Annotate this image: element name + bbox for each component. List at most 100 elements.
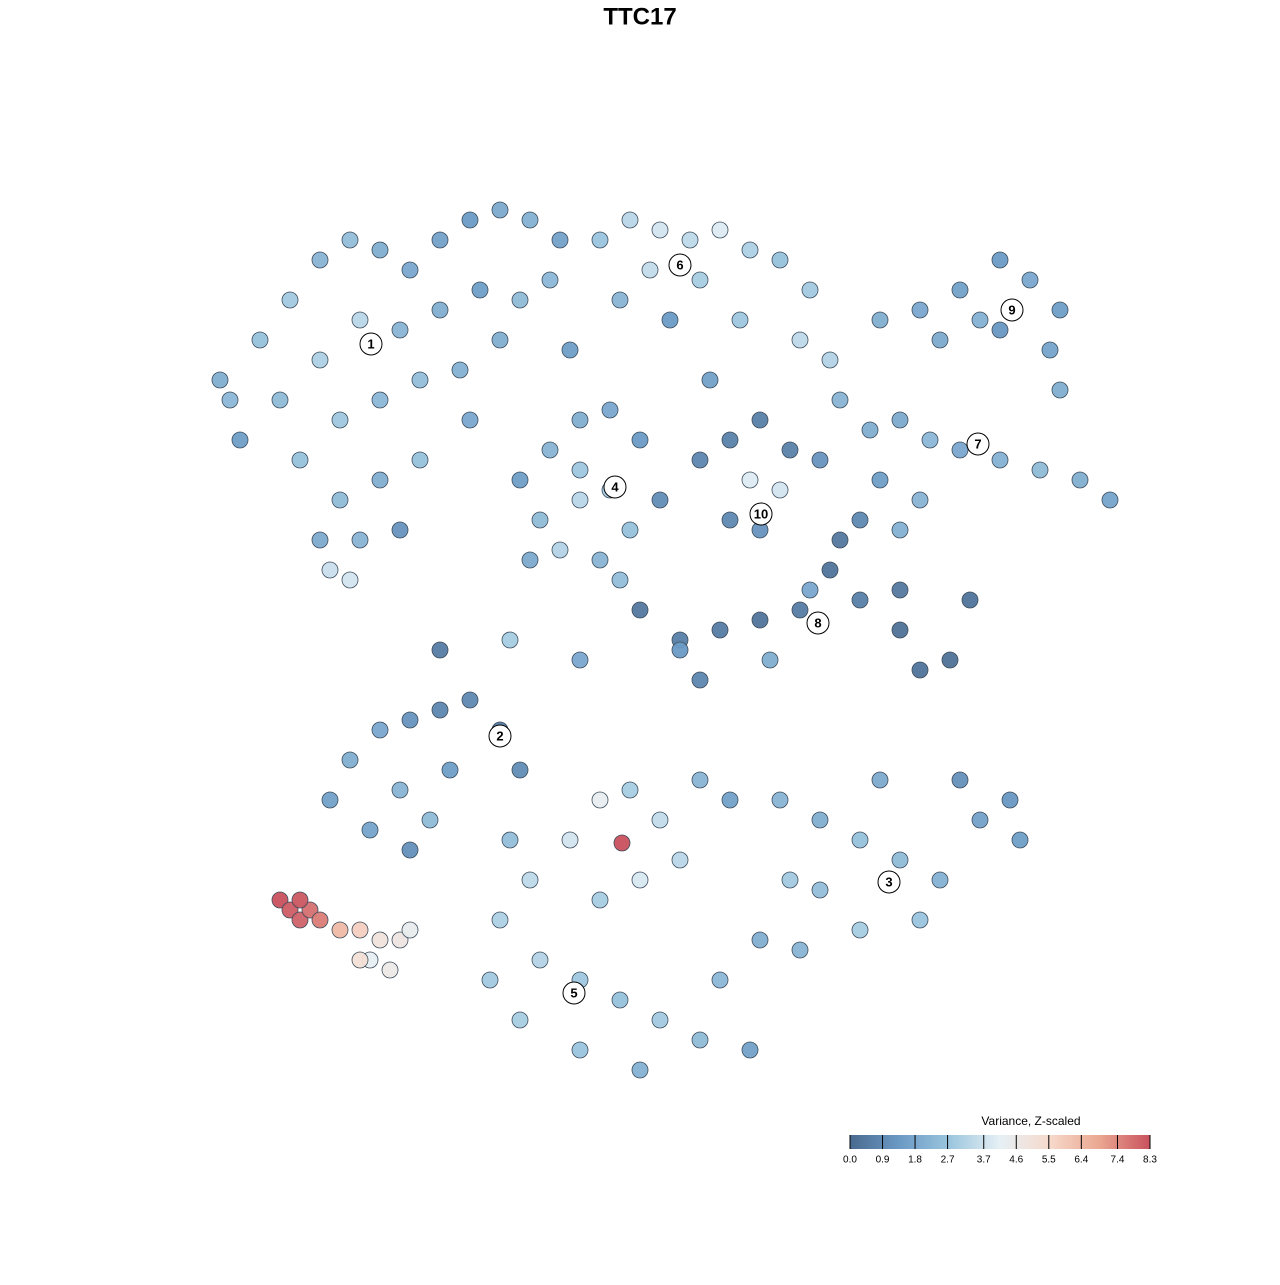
point (951, 281, 969, 299)
point (791, 601, 809, 619)
point (591, 231, 609, 249)
point (731, 311, 749, 329)
point (311, 251, 329, 269)
colorbar-tick-label: 0.9 (876, 1155, 890, 1166)
colorbar: Variance, Z-scaled 0.0 0.9 1.8 2.7 3.7 4.6 5.5… (843, 1114, 1157, 1165)
point (621, 521, 639, 539)
point (711, 971, 729, 989)
point (621, 781, 639, 799)
point (631, 601, 649, 619)
colorbar-tick-label: 3.7 (977, 1155, 991, 1166)
point (351, 951, 369, 969)
point (331, 491, 349, 509)
point (401, 711, 419, 729)
point (521, 211, 539, 229)
cluster-label: 2 (496, 728, 503, 743)
point (461, 211, 479, 229)
point (1051, 301, 1069, 319)
point (871, 471, 889, 489)
point (421, 811, 439, 829)
point (251, 331, 269, 349)
point (691, 771, 709, 789)
point (911, 301, 929, 319)
point (401, 261, 419, 279)
cluster-label: 7 (974, 436, 981, 451)
point (561, 831, 579, 849)
point (431, 301, 449, 319)
point (491, 331, 509, 349)
point (431, 701, 449, 719)
point (571, 491, 589, 509)
cluster-label: 1 (367, 336, 374, 351)
point (351, 531, 369, 549)
cluster-label-badge (1000, 298, 1024, 322)
point (561, 341, 579, 359)
point (1051, 381, 1069, 399)
cluster-labels: 1 2 3 4 5 6 7 8 9 10 (359, 253, 1024, 1005)
point (651, 1011, 669, 1029)
point (711, 221, 729, 239)
point (371, 391, 389, 409)
cluster-label: 6 (676, 257, 683, 272)
colorbar-tick-label: 1.8 (908, 1155, 922, 1166)
point (491, 201, 509, 219)
point (551, 231, 569, 249)
point (801, 581, 819, 599)
point (411, 371, 429, 389)
point (321, 561, 339, 579)
point (411, 451, 429, 469)
point (871, 771, 889, 789)
point (431, 231, 449, 249)
point (741, 241, 759, 259)
point (621, 211, 639, 229)
point (501, 631, 519, 649)
cluster-label-badge (966, 432, 990, 456)
cluster-label: 8 (814, 615, 821, 630)
point (391, 321, 409, 339)
point (921, 431, 939, 449)
point (761, 651, 779, 669)
cluster-label-badge (562, 981, 586, 1005)
point (991, 251, 1009, 269)
point (281, 291, 299, 309)
point (751, 411, 769, 429)
point (1041, 341, 1059, 359)
point (851, 511, 869, 529)
point (891, 581, 909, 599)
point (951, 771, 969, 789)
point (781, 441, 799, 459)
cluster-label: 4 (611, 479, 619, 494)
point (971, 811, 989, 829)
point (811, 811, 829, 829)
point (231, 431, 249, 449)
colorbar-gradient (850, 1135, 1150, 1149)
point (461, 691, 479, 709)
cluster-label-badge (603, 475, 627, 499)
point (401, 841, 419, 859)
point (601, 401, 619, 419)
point (301, 901, 319, 919)
point (521, 871, 539, 889)
point (291, 911, 309, 929)
cluster-label-badge (359, 332, 383, 356)
cluster-label: 10 (754, 506, 768, 521)
point (351, 311, 369, 329)
point (891, 851, 909, 869)
cluster-label-badge (806, 611, 830, 635)
point (291, 891, 309, 909)
point (801, 281, 819, 299)
cluster-label: 5 (570, 985, 577, 1000)
point (991, 451, 1009, 469)
point (851, 591, 869, 609)
point (311, 531, 329, 549)
point (511, 291, 529, 309)
point (861, 421, 879, 439)
point (911, 911, 929, 929)
point (331, 921, 349, 939)
point (1101, 491, 1119, 509)
point (1021, 271, 1039, 289)
point (291, 451, 309, 469)
point (671, 851, 689, 869)
point (851, 921, 869, 939)
point (321, 791, 339, 809)
